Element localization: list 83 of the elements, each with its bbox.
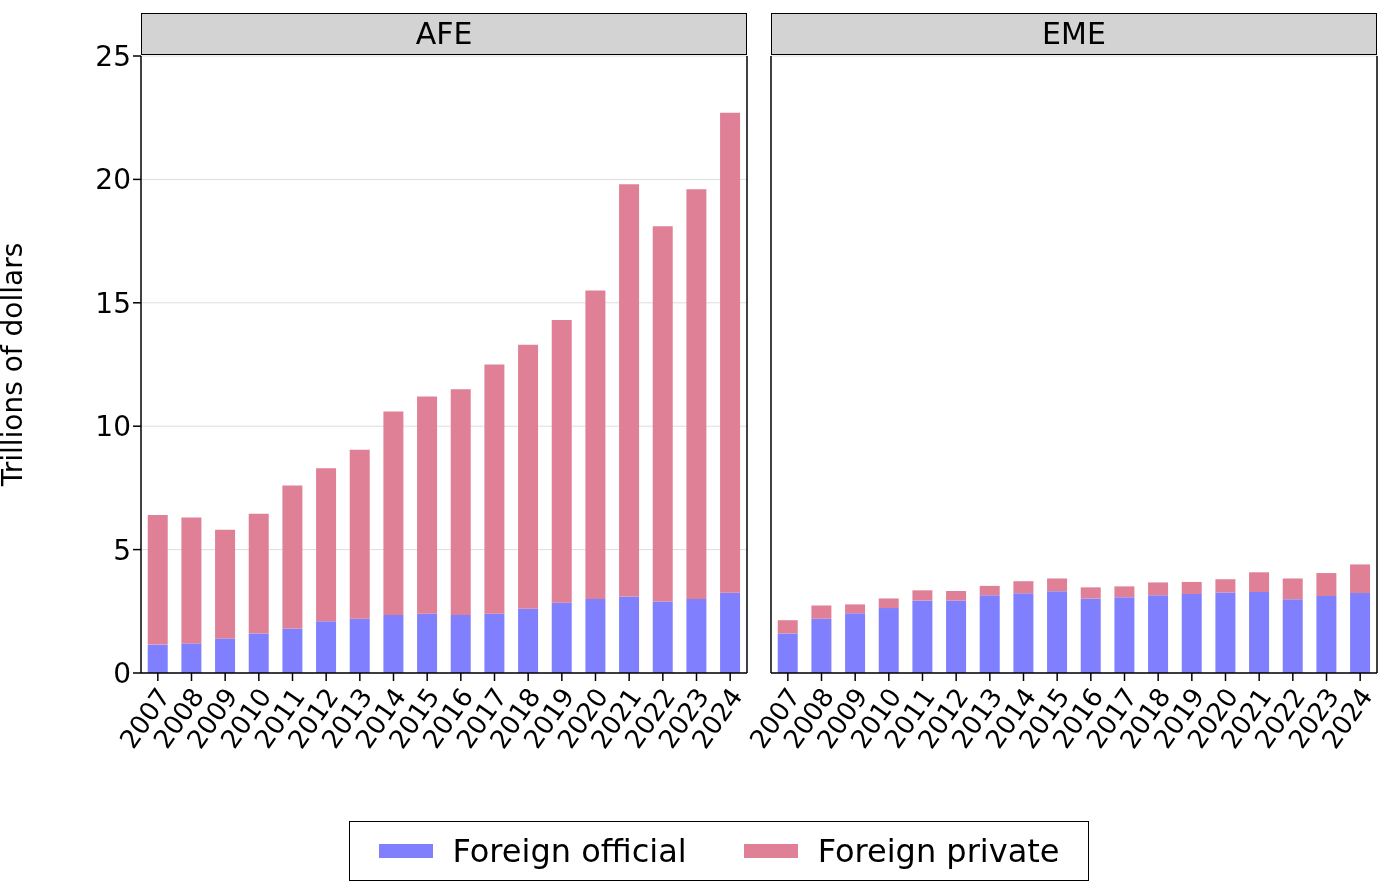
bar xyxy=(518,344,539,609)
bar xyxy=(1047,578,1068,592)
bar xyxy=(1215,592,1236,673)
bar xyxy=(1350,564,1371,594)
bar xyxy=(686,189,707,599)
bar xyxy=(181,517,202,644)
bar xyxy=(1114,597,1135,673)
bar xyxy=(619,184,640,597)
bar xyxy=(912,600,933,673)
bar xyxy=(248,513,269,634)
bar xyxy=(777,633,798,673)
bar xyxy=(349,618,370,673)
bar xyxy=(946,600,967,673)
bar xyxy=(585,598,606,673)
bar xyxy=(147,515,168,645)
bar xyxy=(1114,586,1135,598)
bar xyxy=(720,592,741,673)
bar xyxy=(1215,579,1236,593)
y-tick-label: 10 xyxy=(95,410,131,444)
bar xyxy=(383,411,404,615)
bar xyxy=(652,601,673,673)
bar xyxy=(686,598,707,673)
y-tick-label: 15 xyxy=(95,286,131,320)
bar xyxy=(845,613,866,673)
bar xyxy=(1181,594,1202,673)
chart-title: EME xyxy=(771,13,1377,55)
bar xyxy=(1080,587,1101,599)
bar xyxy=(417,396,438,614)
bar xyxy=(777,620,798,634)
y-tick-label: 20 xyxy=(95,163,131,197)
bar xyxy=(619,596,640,673)
bar xyxy=(912,590,933,601)
bar xyxy=(181,643,202,673)
bar xyxy=(1316,573,1337,596)
bar xyxy=(720,112,741,593)
bar xyxy=(811,618,832,673)
bar xyxy=(585,290,606,599)
bar xyxy=(450,615,471,673)
bar xyxy=(979,585,1000,596)
bar xyxy=(1316,596,1337,673)
bar xyxy=(1249,592,1270,673)
bar xyxy=(518,608,539,673)
bar xyxy=(551,320,572,603)
bar xyxy=(1282,578,1303,600)
y-tick-label: 0 xyxy=(113,656,131,690)
y-axis-title: Trillions of dollars xyxy=(0,242,29,488)
bar xyxy=(215,638,236,673)
bar xyxy=(450,389,471,615)
chart-title: AFE xyxy=(141,13,747,55)
bar xyxy=(316,468,337,622)
bar xyxy=(652,226,673,602)
bar xyxy=(484,364,505,614)
bar xyxy=(1249,572,1270,593)
bar xyxy=(349,449,370,619)
bar xyxy=(316,621,337,673)
bar xyxy=(1013,581,1034,594)
bar xyxy=(551,602,572,673)
bar xyxy=(248,633,269,673)
bar xyxy=(1181,581,1202,595)
bar xyxy=(946,591,967,601)
y-tick-label: 25 xyxy=(95,39,131,73)
bar xyxy=(979,595,1000,673)
bar xyxy=(147,644,168,673)
bar xyxy=(845,604,866,614)
bar xyxy=(1080,598,1101,673)
bar xyxy=(1350,593,1371,673)
bar xyxy=(417,613,438,673)
legend-label: Foreign private xyxy=(817,832,1060,870)
bar xyxy=(215,529,236,639)
bar xyxy=(282,628,303,673)
bar xyxy=(1282,599,1303,673)
bar xyxy=(1013,593,1034,673)
y-tick-label: 5 xyxy=(113,533,131,567)
bar xyxy=(878,598,899,609)
bar xyxy=(383,615,404,673)
legend-label: Foreign official xyxy=(452,832,687,870)
bar xyxy=(484,613,505,673)
bar xyxy=(878,608,899,673)
bar xyxy=(811,605,832,619)
bar xyxy=(1148,582,1169,596)
bar xyxy=(1047,591,1068,673)
bar xyxy=(1148,595,1169,673)
bar xyxy=(282,485,303,629)
